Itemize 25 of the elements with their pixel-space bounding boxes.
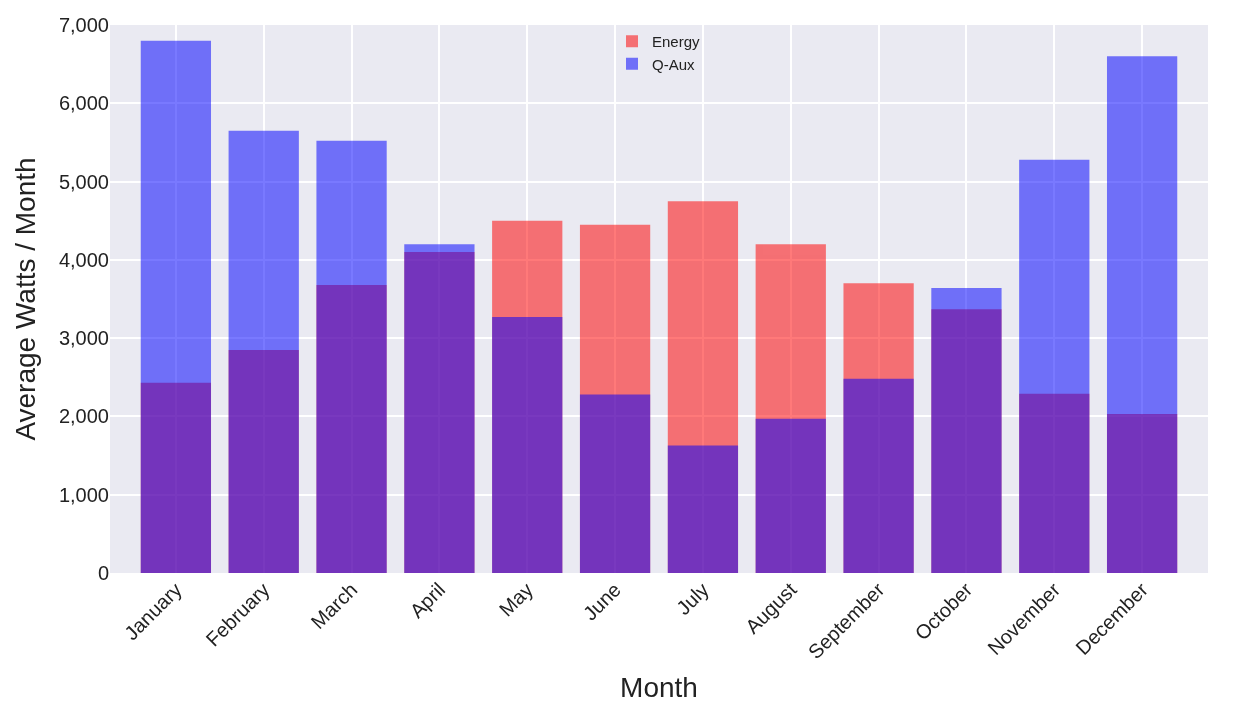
x-tick-label: July: [672, 578, 713, 620]
x-tick-label: June: [578, 578, 625, 625]
x-tick-label: May: [494, 578, 538, 621]
bar: [579, 394, 651, 573]
bar: [1106, 56, 1178, 573]
bar: [492, 317, 563, 573]
y-tick-label: 3,000: [58, 327, 109, 350]
y-tick-label: 7,000: [58, 14, 109, 36]
y-tick-label: 1,000: [58, 483, 109, 506]
bar: [843, 378, 914, 573]
y-tick-label: 6,000: [58, 92, 109, 115]
bar: [667, 445, 739, 573]
bar: [316, 140, 387, 573]
y-tick-label: 0: [97, 562, 109, 584]
bar: [1019, 159, 1090, 573]
y-tick-label: 2,000: [58, 405, 109, 428]
bar: [228, 130, 299, 573]
y-tick-label: 5,000: [58, 170, 109, 193]
legend-label: Energy: [652, 33, 701, 51]
x-axis-title: Month: [620, 672, 698, 704]
y-tick-label: 4,000: [58, 248, 109, 271]
y-axis-title: Average Watts / Month: [9, 157, 41, 441]
legend-label: Q-Aux: [652, 55, 696, 73]
bar: [755, 418, 826, 573]
bar: [140, 40, 212, 573]
